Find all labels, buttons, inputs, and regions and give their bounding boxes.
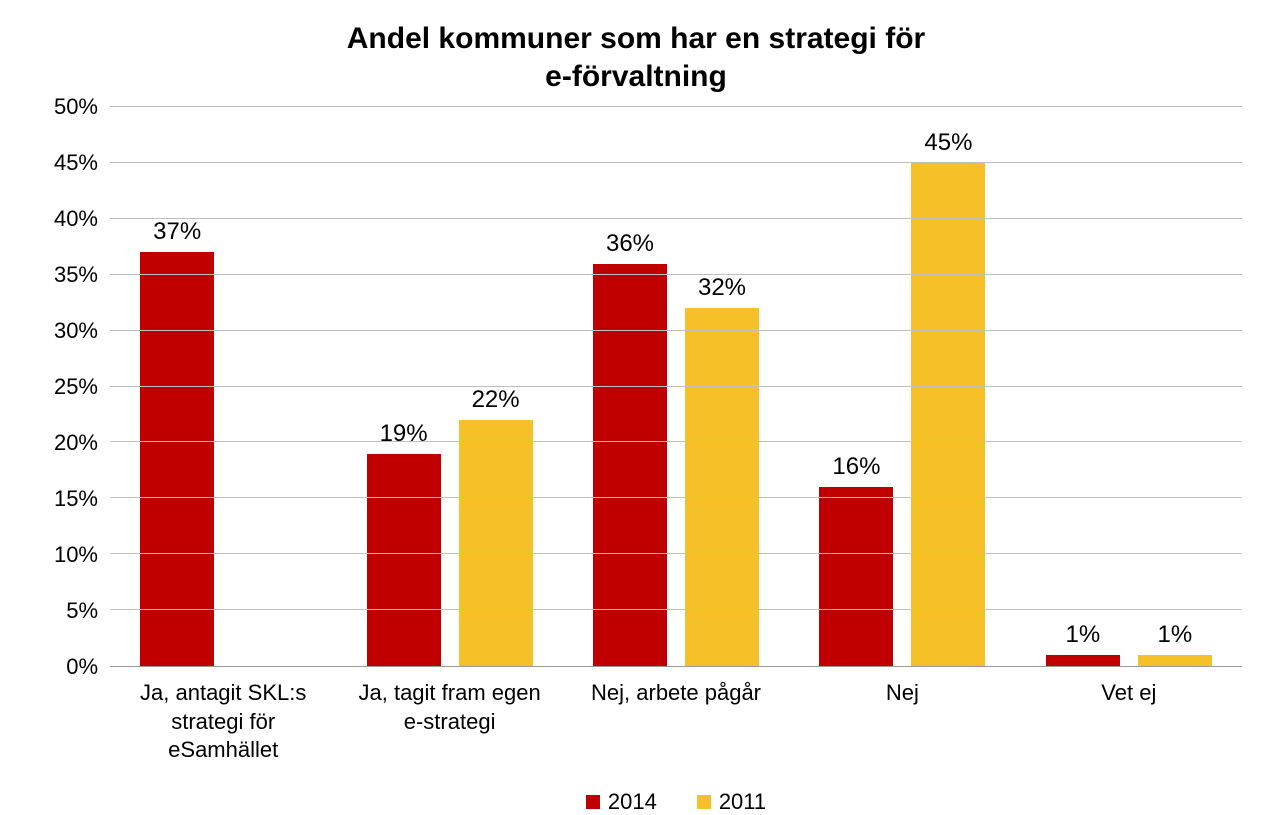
bar-group: 36% 32%: [563, 107, 789, 666]
y-tick: 50%: [54, 94, 98, 120]
plot-area: 0%5%10%15%20%25%30%35%40%45%50% 37%19%22…: [30, 107, 1242, 667]
grid-line: [110, 162, 1242, 163]
bar-placeholder: [232, 107, 306, 666]
bar-groups: 37% 19% 22% 36% 32% 16% 45% 1% 1%: [110, 107, 1242, 666]
grid-line: [110, 274, 1242, 275]
x-label: Ja, tagit fram egene-strategi: [336, 679, 562, 765]
bar-value-label: 22%: [472, 386, 520, 414]
bar-group: 1% 1%: [1016, 107, 1242, 666]
y-tick: 10%: [54, 542, 98, 568]
x-label: Nej, arbete pågår: [563, 679, 789, 765]
bar: [140, 252, 214, 666]
bar-group: 16% 45%: [789, 107, 1015, 666]
bar: [593, 264, 667, 666]
chart-container: Andel kommuner som har en strategi före-…: [0, 0, 1282, 793]
grid-line: [110, 497, 1242, 498]
grid-line: [110, 386, 1242, 387]
y-tick: 20%: [54, 430, 98, 456]
grid-line: [110, 441, 1242, 442]
y-tick: 0%: [66, 654, 98, 680]
x-axis-labels: Ja, antagit SKL:sstrategi föreSamhälletJ…: [110, 679, 1242, 765]
bar-wrap: 37%: [140, 107, 214, 666]
grid-line: [110, 609, 1242, 610]
bar-value-label: 32%: [698, 274, 746, 302]
y-tick: 45%: [54, 150, 98, 176]
bar-value-label: 1%: [1157, 621, 1192, 649]
y-tick: 5%: [66, 598, 98, 624]
grid-line: [110, 330, 1242, 331]
bar: [1138, 655, 1212, 666]
y-tick: 35%: [54, 262, 98, 288]
y-tick: 40%: [54, 206, 98, 232]
bar-wrap: 32%: [685, 107, 759, 666]
chart-title: Andel kommuner som har en strategi före-…: [30, 20, 1242, 95]
bar: [1046, 655, 1120, 666]
bar-group: 37%: [110, 107, 336, 666]
bar: [911, 163, 985, 666]
bar-value-label: 1%: [1065, 621, 1100, 649]
bar: [819, 487, 893, 666]
bar-group: 19% 22%: [336, 107, 562, 666]
bar-wrap: 16%: [819, 107, 893, 666]
x-label: Nej: [789, 679, 1015, 765]
grid-line: [110, 553, 1242, 554]
legend-swatch: [586, 795, 600, 809]
bar: [685, 308, 759, 666]
bar-wrap: 1%: [1138, 107, 1212, 666]
bar-wrap: 19%: [367, 107, 441, 666]
x-label: Ja, antagit SKL:sstrategi föreSamhället: [110, 679, 336, 765]
x-label: Vet ej: [1016, 679, 1242, 765]
plot: 37% 19% 22% 36% 32% 16% 45% 1% 1%: [110, 107, 1242, 667]
y-tick: 15%: [54, 486, 98, 512]
y-tick: 25%: [54, 374, 98, 400]
y-tick: 30%: [54, 318, 98, 344]
bar-value-label: 16%: [832, 453, 880, 481]
bar-value-label: 37%: [153, 218, 201, 246]
y-axis: 0%5%10%15%20%25%30%35%40%45%50%: [30, 107, 110, 667]
bar: [367, 454, 441, 666]
bar: [459, 420, 533, 666]
bar-wrap: 36%: [593, 107, 667, 666]
bar-wrap: [232, 107, 306, 666]
legend-swatch: [697, 795, 711, 809]
grid-line: [110, 106, 1242, 107]
bar-wrap: 1%: [1046, 107, 1120, 666]
grid-line: [110, 218, 1242, 219]
bar-value-label: 45%: [924, 129, 972, 157]
bar-value-label: 36%: [606, 230, 654, 258]
bar-wrap: 22%: [459, 107, 533, 666]
bar-wrap: 45%: [911, 107, 985, 666]
bar-value-label: 19%: [380, 420, 428, 448]
